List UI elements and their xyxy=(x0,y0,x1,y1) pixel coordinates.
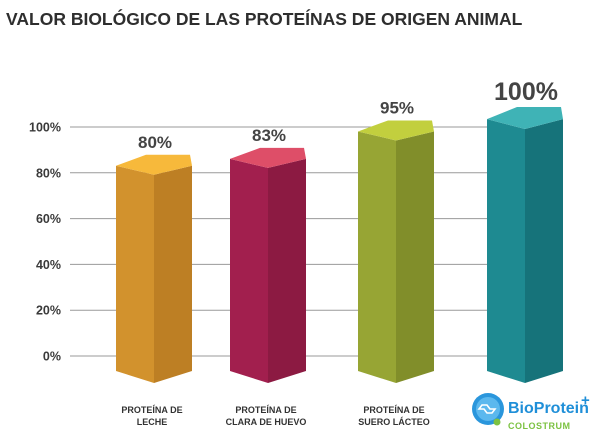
y-tick-label: 100% xyxy=(29,121,61,135)
bar-front-face xyxy=(230,158,268,383)
logo-plus-text: + xyxy=(581,392,590,409)
logo-sub-text: COLOSTRUM xyxy=(508,421,571,431)
bar-top-face xyxy=(487,107,563,129)
y-tick-label: 80% xyxy=(36,166,61,180)
bar-side-face xyxy=(525,119,563,383)
bar-side-face xyxy=(154,165,192,383)
bar-top-face xyxy=(358,120,434,141)
bar xyxy=(487,107,563,383)
chart-title: VALOR BIOLÓGICO DE LAS PROTEÍNAS DE ORIG… xyxy=(6,8,523,29)
bars xyxy=(116,107,563,383)
y-tick-label: 20% xyxy=(36,304,61,318)
bar-front-face xyxy=(116,165,154,383)
brand-logo: BioProtein + COLOSTRUM xyxy=(472,392,590,431)
logo-inner-circle-icon xyxy=(476,397,500,421)
bar xyxy=(116,154,192,383)
bar-side-face xyxy=(396,131,434,383)
y-tick-label: 0% xyxy=(43,350,61,364)
data-label: 83% xyxy=(252,126,286,145)
y-tick-label: 60% xyxy=(36,212,61,226)
bar-side-face xyxy=(268,158,306,383)
logo-brand-text: BioProtein xyxy=(508,400,589,417)
bar-top-face xyxy=(230,147,306,168)
x-category-label-line: SUERO LÁCTEO xyxy=(358,417,430,427)
x-category-label: PROTEÍNA DE LECHE xyxy=(121,405,182,427)
bar xyxy=(358,120,434,383)
data-label: 80% xyxy=(138,133,172,152)
x-category-label: PROTEÍNA DE CLARA DE HUEVO xyxy=(226,405,307,427)
x-category-label-line: LECHE xyxy=(137,417,168,427)
y-tick-label: 40% xyxy=(36,258,61,272)
bar-top-face xyxy=(116,154,192,175)
x-category-label: PROTEÍNA DE SUERO LÁCTEO xyxy=(358,405,430,427)
bar-front-face xyxy=(487,119,525,383)
data-label: 95% xyxy=(380,98,414,117)
data-label: 100% xyxy=(494,78,558,106)
x-category-label-line: PROTEÍNA DE xyxy=(121,405,182,415)
labels: 80% PROTEÍNA DE LECHE 83% PROTEÍNA DE CLARA D… xyxy=(121,78,558,427)
bar xyxy=(230,147,306,383)
logo-molecule-icon xyxy=(477,404,497,414)
bar-front-face xyxy=(358,131,396,383)
x-category-label-line: PROTEÍNA DE xyxy=(235,405,296,415)
logo-green-dot-icon xyxy=(493,418,501,426)
x-category-label-line: CLARA DE HUEVO xyxy=(226,417,307,427)
x-category-label-line: PROTEÍNA DE xyxy=(363,405,424,415)
